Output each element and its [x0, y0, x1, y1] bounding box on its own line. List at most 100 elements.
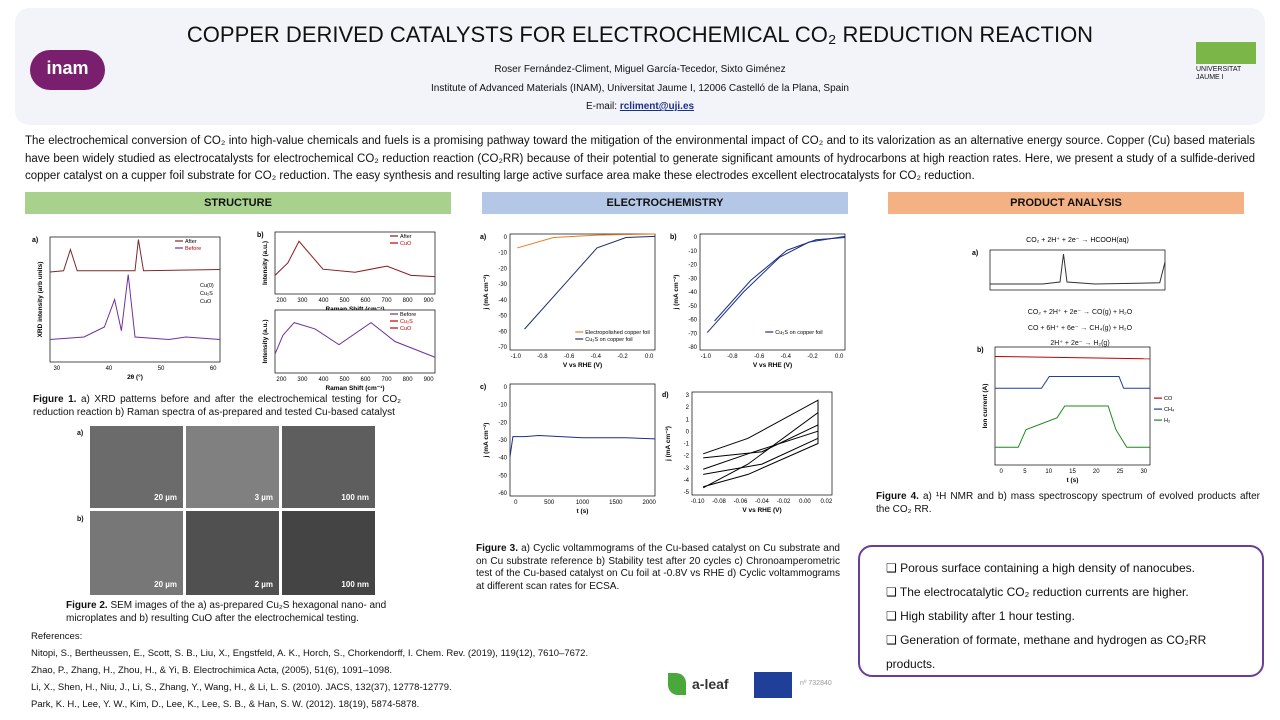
equation: CO₂ + 2H⁺ + 2e⁻ → CO(g) + H₂O: [1027, 309, 1133, 316]
section-header: ELECTROCHEMISTRY: [482, 192, 848, 214]
x-tick-label: 800: [403, 298, 414, 304]
legend-label: After: [185, 239, 197, 245]
curve: [509, 435, 656, 457]
curve: [517, 233, 656, 249]
conclusion: ❑ Generation of formate, methane and hyd…: [886, 633, 1207, 671]
y-tick-label: 0: [686, 429, 690, 435]
x-tick-label: -1.0: [511, 354, 522, 360]
caption-text: SEM images of the a) as-prepared Cu₂S he…: [66, 600, 387, 624]
y-tick-label: -40: [498, 456, 507, 462]
legend-label: Before: [400, 312, 416, 318]
legend-label: Cu₂S on copper foil: [585, 337, 632, 343]
section-header: PRODUCT ANALYSIS: [888, 192, 1244, 214]
x-tick-label: 400: [318, 377, 329, 383]
x-tick-label: 2000: [643, 500, 657, 506]
equation: CO₂ + 2H⁺ + 2e⁻ → HCOOH(aq): [1026, 237, 1129, 244]
plot-frame: [691, 391, 833, 496]
curve: [714, 236, 846, 322]
plot-frame: [509, 383, 656, 497]
y-tick-label: -60: [498, 329, 507, 335]
caption-label: Figure 4.: [876, 491, 919, 502]
y-tick-label: 0: [694, 235, 698, 241]
email[interactable]: rcliment@uji.es: [619, 101, 695, 112]
equation: CO + 6H⁺ + 6e⁻ → CH₄(g) + H₂O: [1027, 325, 1133, 332]
y-axis-label: Ion current (A): [982, 384, 989, 429]
email-line: E-mail: rcliment@uji.es: [400, 101, 880, 112]
x-tick-label: 600: [361, 298, 372, 304]
y-axis-label: j (mA cm⁻²): [483, 423, 490, 459]
grant: nº 732840: [800, 680, 832, 687]
caption-label: Figure 1.: [33, 394, 77, 405]
affiliation: Institute of Advanced Materials (INAM), …: [431, 83, 849, 94]
x-tick-label: 30: [1140, 469, 1147, 475]
panel-label: b): [257, 232, 264, 239]
conclusion-text: Generation of formate, methane and hydro…: [886, 633, 1207, 671]
caption: Figure 3. a) Cyclic voltammograms of the…: [476, 543, 840, 593]
marker-label: Cu₂S: [200, 291, 213, 297]
y-tick-label: 1: [686, 417, 690, 423]
sem-image: 100 nm: [282, 426, 375, 508]
x-tick-label: -0.4: [781, 354, 792, 360]
legend-label: Electropolished copper foil: [585, 330, 650, 336]
x-tick-label: 50: [158, 366, 165, 372]
email-label: E-mail:: [585, 101, 618, 112]
reference: Nitopi, S., Bertheussen, E., Scott, S. B…: [31, 648, 589, 659]
x-tick-label: -0.4: [591, 354, 602, 360]
x-tick-label: 40: [106, 366, 113, 372]
plot-frame: [274, 231, 436, 295]
x-axis-label: Raman Shift (cm⁻¹): [325, 306, 384, 313]
legend-label: CH₄: [1164, 407, 1175, 413]
y-tick-label: -50: [688, 304, 697, 310]
x-tick-label: 0.00: [799, 499, 811, 505]
logo-uji-mark: [1196, 42, 1256, 64]
x-axis-label: Raman Shift (cm⁻¹): [325, 385, 384, 392]
x-tick-label: 10: [1045, 469, 1052, 475]
x-axis-label: V vs RHE (V): [742, 507, 781, 514]
y-tick-label: -2: [684, 454, 690, 460]
x-tick-label: -0.06: [734, 499, 748, 505]
sem-image: 20 µm: [90, 426, 183, 508]
panel-label: b): [670, 234, 677, 241]
x-tick-label: 0.0: [835, 354, 844, 360]
x-tick-label: 300: [297, 377, 308, 383]
plot-frame: [699, 233, 846, 351]
y-tick-label: -50: [498, 314, 507, 320]
y-tick-label: -5: [684, 490, 690, 496]
y-tick-label: -4: [684, 478, 690, 484]
y-tick-label: -20: [498, 420, 507, 426]
aleaf-logo: a-leaf: [692, 676, 729, 692]
plot-frame: [509, 233, 656, 351]
x-tick-label: 700: [382, 298, 393, 304]
scale-bar: 2 µm: [254, 580, 273, 589]
x-tick-label: 25: [1117, 469, 1124, 475]
x-tick-label: -0.6: [754, 354, 765, 360]
y-tick-label: -10: [498, 251, 507, 257]
y-tick-label: -60: [688, 318, 697, 324]
plot-frame: [274, 309, 436, 374]
x-tick-label: 0.0: [645, 354, 654, 360]
legend-label: CuO: [400, 326, 412, 332]
curve: [990, 253, 1166, 285]
equation: 2H⁺ + 2e⁻ → H₂(g): [1050, 340, 1110, 347]
x-tick-label: 200: [276, 298, 287, 304]
curve: [49, 274, 221, 341]
x-tick-label: 1500: [609, 500, 623, 506]
x-tick-label: 700: [382, 377, 393, 383]
x-tick-label: 0: [1000, 469, 1004, 475]
x-tick-label: 15: [1069, 469, 1076, 475]
panel-label: a): [77, 430, 84, 437]
curve: [274, 240, 436, 278]
y-axis-label: Intensity (a.u.): [262, 241, 269, 285]
curve: [706, 235, 846, 333]
x-tick-label: -0.2: [807, 354, 818, 360]
caption: Figure 2. SEM images of the a) as-prepar…: [66, 600, 416, 625]
y-tick-label: 3: [686, 393, 690, 399]
y-tick-label: -20: [688, 263, 697, 269]
title: COPPER DERIVED CATALYSTS FOR ELECTROCHEM…: [186, 22, 1094, 47]
x-tick-label: -0.10: [691, 499, 705, 505]
logo-inam: inam: [30, 50, 105, 90]
header: [15, 8, 1265, 125]
eu-flag: [754, 672, 792, 698]
